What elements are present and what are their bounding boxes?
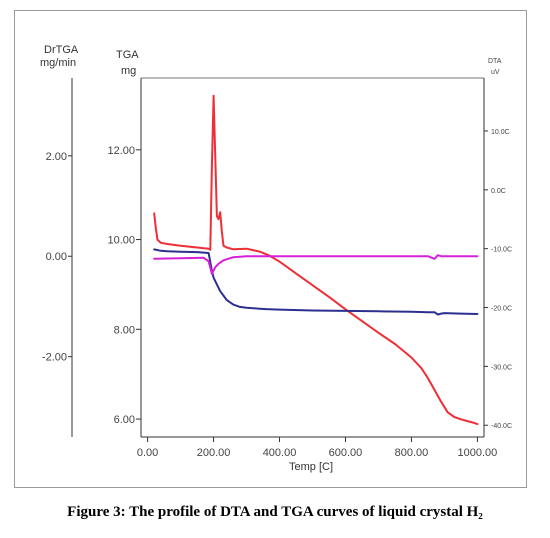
- axes-layer: 0.00 200.00 400.00 600.00 800.00 1000.00 12.00…: [42, 77, 512, 459]
- dta-axis-title-line2: uV: [491, 69, 500, 76]
- x-tick-label: 1000.00: [458, 447, 498, 459]
- dta-tick-label: -40.0C: [491, 423, 512, 430]
- dta-tick-label: -10.0C: [491, 247, 512, 254]
- dta-tick-label: 10.0C: [491, 129, 510, 136]
- x-tick-label: 200.00: [197, 447, 231, 459]
- x-tick-label: 600.00: [329, 447, 363, 459]
- chart-frame: [14, 10, 527, 488]
- tga-dta-chart: DrTGA mg/min TGA mg DTA uV Temp [C] 0.00…: [40, 44, 512, 473]
- tga-tick-label: 8.00: [114, 324, 135, 336]
- plot-layer: [153, 94, 479, 426]
- x-axis-title: Temp [C]: [289, 461, 333, 473]
- x-tick-label: 0.00: [137, 447, 158, 459]
- tga-tick-label: 12.00: [107, 145, 135, 157]
- dta-axis-title-line1: DTA: [488, 58, 502, 65]
- drtga-axis-title-line2: mg/min: [40, 57, 76, 69]
- tga-axis-title-line2: mg: [121, 65, 136, 77]
- dta-tick-label: -30.0C: [491, 364, 512, 371]
- drtga-tick-label: 2.00: [46, 151, 67, 163]
- tga-axis-title-line1: TGA: [116, 49, 139, 61]
- x-tick-label: 800.00: [395, 447, 429, 459]
- drtga-curve: [153, 254, 479, 275]
- drtga-tick-label: -2.00: [42, 352, 67, 364]
- dta-tick-label: 0.0C: [491, 188, 506, 195]
- dta-curve: [153, 94, 479, 426]
- drtga-axis-title-line1: DrTGA: [44, 44, 79, 56]
- x-tick-label: 400.00: [263, 447, 297, 459]
- tga-curve: [153, 248, 479, 316]
- drtga-tick-label: 0.00: [46, 251, 67, 263]
- figure-caption: Figure 3: The profile of DTA and TGA cur…: [67, 504, 483, 520]
- tga-tick-label: 10.00: [107, 235, 135, 247]
- dta-tick-label: -20.0C: [491, 306, 512, 313]
- tga-tick-label: 6.00: [114, 414, 135, 426]
